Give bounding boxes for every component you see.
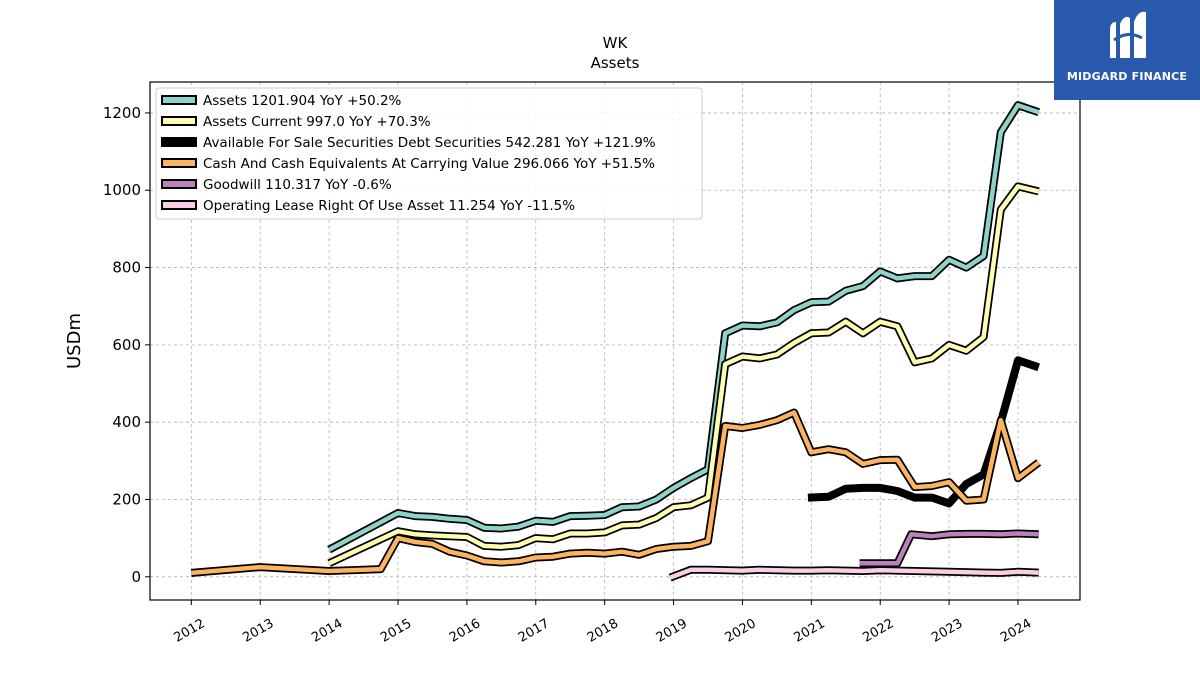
legend-label: Assets Current 997.0 YoY +70.3% (203, 114, 431, 130)
legend-swatch (161, 158, 197, 168)
legend-swatch (161, 200, 197, 210)
brand-logo: MIDGARD FINANCE (1054, 0, 1200, 100)
series-path (859, 531, 1039, 566)
legend-swatch (161, 95, 197, 105)
y-tick-label: 600 (112, 336, 141, 354)
legend-label: Goodwill 110.317 YoY -0.6% (203, 177, 392, 193)
x-tick-label: 2013 (240, 616, 276, 646)
x-tick-label: 2017 (516, 616, 552, 646)
y-tick-label: 0 (131, 568, 141, 586)
x-tick-label: 2023 (929, 616, 965, 646)
legend-item: Cash And Cash Equivalents At Carrying Va… (161, 156, 655, 172)
legend-item: Assets Current 997.0 YoY +70.3% (161, 114, 431, 130)
series-path (669, 567, 1039, 580)
x-tick-label: 2012 (172, 616, 208, 646)
legend-item: Goodwill 110.317 YoY -0.6% (161, 177, 392, 193)
x-tick-label: 2024 (998, 616, 1034, 646)
legend-item: Assets 1201.904 YoY +50.2% (161, 93, 402, 109)
legend: Assets 1201.904 YoY +50.2% Assets Current… (155, 87, 703, 220)
y-tick-label: 200 (112, 490, 141, 508)
plot-frame (149, 81, 1081, 601)
brand-name: MIDGARD FINANCE (1066, 70, 1188, 83)
series-line (190, 408, 1042, 577)
legend-item: Available For Sale Securities Debt Secur… (161, 135, 656, 151)
legend-item: Operating Lease Right Of Use Asset 11.25… (161, 198, 575, 214)
x-tick-label: 2021 (792, 616, 828, 646)
series-line (327, 182, 1040, 567)
legend-label: Available For Sale Securities Debt Secur… (203, 135, 656, 151)
legend-swatch (161, 179, 197, 189)
x-tick-label: 2015 (378, 616, 414, 646)
x-tick-label: 2018 (585, 616, 621, 646)
x-tick-label: 2019 (654, 616, 690, 646)
series-path (328, 184, 1040, 566)
series-path (191, 410, 1041, 576)
legend-label: Cash And Cash Equivalents At Carrying Va… (203, 156, 655, 172)
series-line (668, 565, 1039, 582)
midgard-logo-icon (1110, 11, 1146, 58)
legend-label: Operating Lease Right Of Use Asset 11.25… (203, 198, 575, 214)
legend-swatch (161, 116, 197, 126)
y-axis-label: USDm (64, 313, 85, 369)
legend-label: Assets 1201.904 YoY +50.2% (203, 93, 402, 109)
legend-swatch (161, 137, 197, 147)
chart-subtitle: Assets (591, 54, 640, 72)
x-tick-label: 2016 (447, 616, 483, 646)
plot-series (190, 101, 1042, 582)
x-tick-label: 2022 (860, 616, 896, 646)
y-tick-label: 800 (112, 259, 141, 277)
chart-title: WK (603, 34, 629, 52)
series-line (859, 529, 1039, 568)
y-tick-label: 1200 (103, 104, 141, 122)
x-tick-label: 2020 (723, 616, 759, 646)
legend-box (155, 87, 703, 220)
y-tick-label: 1000 (103, 181, 141, 199)
y-tick-label: 400 (112, 413, 141, 431)
x-tick-label: 2014 (309, 616, 345, 646)
